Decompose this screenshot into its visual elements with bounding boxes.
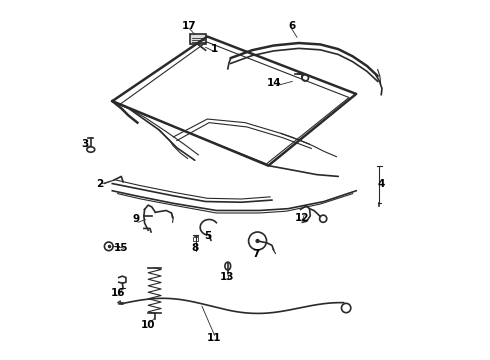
Text: 12: 12 bbox=[295, 213, 310, 222]
Text: 11: 11 bbox=[207, 333, 222, 343]
Text: 7: 7 bbox=[252, 248, 259, 258]
FancyBboxPatch shape bbox=[191, 35, 205, 44]
Text: 5: 5 bbox=[204, 231, 211, 240]
Text: 1: 1 bbox=[211, 44, 218, 54]
Text: 10: 10 bbox=[141, 320, 155, 330]
Text: 14: 14 bbox=[267, 78, 281, 88]
Text: 13: 13 bbox=[220, 272, 234, 282]
Text: 15: 15 bbox=[114, 243, 128, 253]
Text: 17: 17 bbox=[182, 21, 196, 31]
Circle shape bbox=[256, 239, 259, 242]
Text: 8: 8 bbox=[191, 243, 198, 253]
Text: 6: 6 bbox=[288, 21, 295, 31]
Text: 3: 3 bbox=[82, 139, 89, 149]
Text: 4: 4 bbox=[378, 179, 385, 189]
Text: 16: 16 bbox=[110, 288, 125, 298]
Text: 9: 9 bbox=[132, 215, 139, 224]
Text: 2: 2 bbox=[96, 179, 103, 189]
